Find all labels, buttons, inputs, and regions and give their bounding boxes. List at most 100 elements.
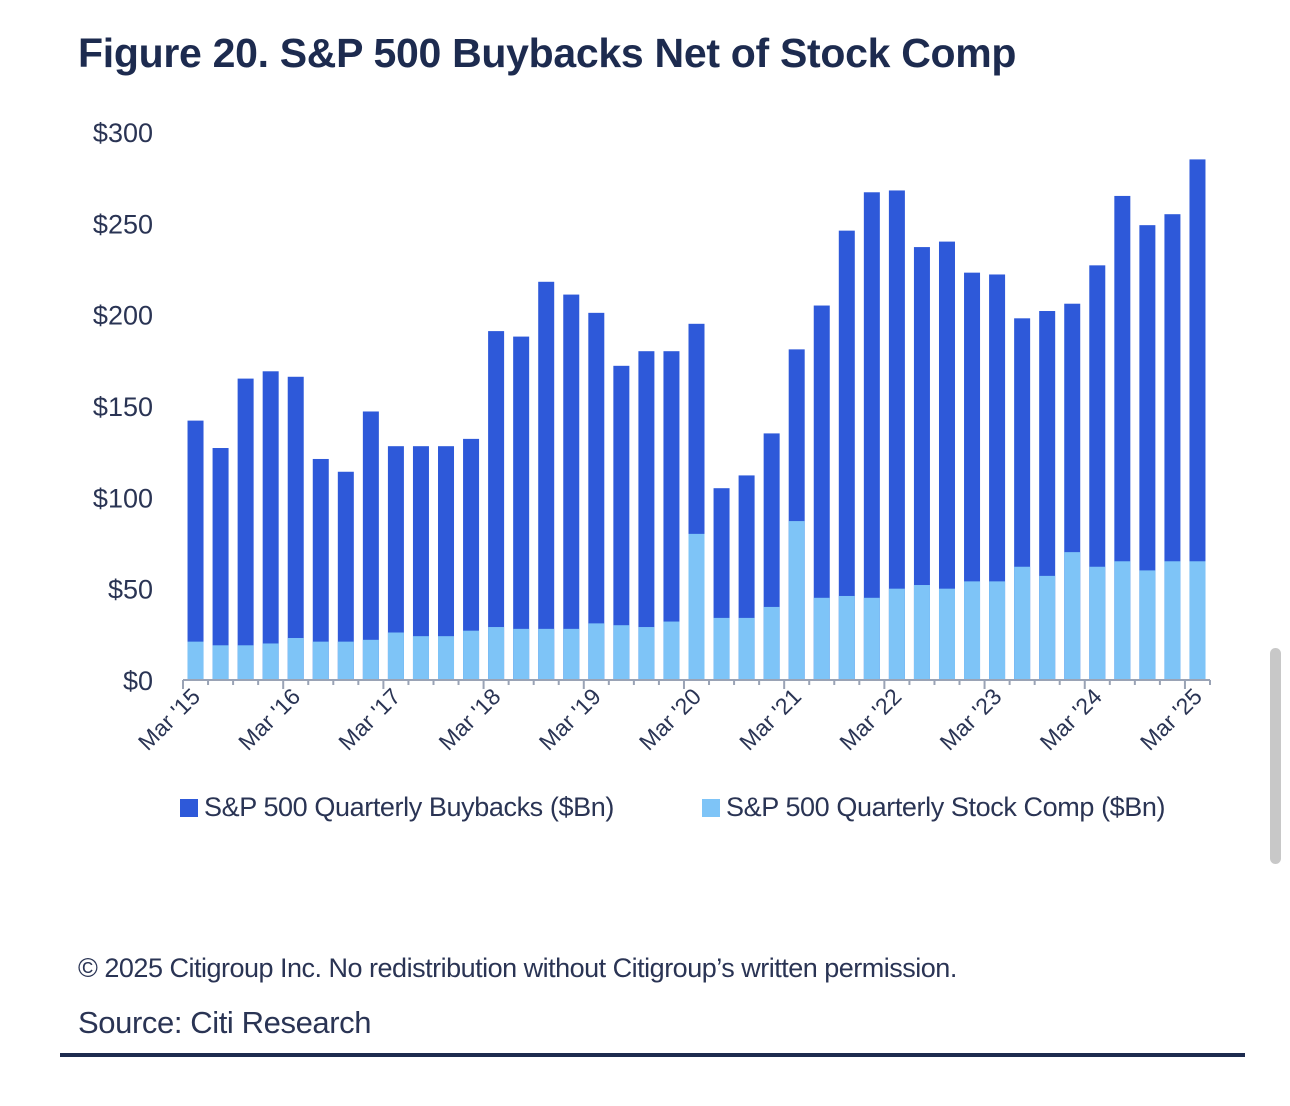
buybacks-bar	[538, 281, 555, 680]
stock-comp-bar	[538, 628, 555, 680]
y-tick-label: $200	[93, 301, 153, 331]
buybacks-bar	[938, 241, 955, 680]
stock-comp-bar	[1189, 561, 1206, 680]
buybacks-bar	[663, 351, 680, 680]
chart-title: Figure 20. S&P 500 Buybacks Net of Stock…	[78, 30, 1017, 76]
y-tick-label: $50	[108, 575, 153, 605]
bar-series	[187, 159, 1206, 680]
y-tick-label: $150	[93, 392, 153, 422]
legend-swatch-buybacks	[180, 798, 198, 817]
x-tick-label: Mar '17	[333, 683, 405, 755]
buybacks-bar	[463, 438, 480, 680]
stock-comp-bar	[788, 521, 805, 680]
stock-comp-bar	[1064, 552, 1081, 680]
buybacks-bar	[964, 272, 981, 680]
buybacks-bar	[613, 365, 630, 680]
x-axis: Mar '15 Mar '16 Mar '17 Mar '18 Mar '19 Mar '…	[133, 679, 1211, 755]
buybacks-bar	[187, 420, 204, 680]
footer-divider	[60, 1053, 1245, 1057]
y-tick-label: $0	[123, 666, 153, 696]
stock-comp-bar	[1114, 561, 1131, 680]
y-axis: $0 $50 $100 $150 $200 $250 $300	[93, 118, 153, 696]
y-tick-label: $250	[93, 209, 153, 239]
stock-comp-bar	[688, 533, 705, 680]
stock-comp-bar	[838, 595, 855, 680]
stock-comp-bar	[337, 641, 354, 680]
stock-comp-bar	[1014, 566, 1031, 680]
stock-comp-bar	[1139, 570, 1156, 680]
buybacks-bar	[412, 446, 429, 680]
stock-comp-bar	[1164, 561, 1181, 680]
stock-comp-bar	[237, 645, 254, 680]
copyright-notice: © 2025 Citigroup Inc. No redistribution …	[78, 953, 957, 983]
stock-comp-bar	[964, 581, 981, 680]
buybacks-bar	[989, 274, 1006, 680]
vertical-scrollbar[interactable]	[1270, 648, 1281, 864]
buybacks-bar	[638, 351, 655, 680]
buybacks-bar	[237, 378, 254, 680]
legend-swatch-stock-comp	[702, 798, 720, 817]
buybacks-bar	[588, 312, 605, 680]
stock-comp-bar	[187, 641, 204, 680]
x-tick-label: Mar '25	[1135, 683, 1207, 755]
stock-comp-bar	[488, 627, 505, 680]
buybacks-bar	[387, 446, 404, 680]
buybacks-bar	[913, 247, 930, 680]
buybacks-bar	[337, 471, 354, 680]
stock-comp-bar	[738, 617, 755, 680]
stock-comp-bar	[513, 628, 530, 680]
stock-comp-bar	[1039, 575, 1056, 680]
legend-label-buybacks: S&P 500 Quarterly Buybacks ($Bn)	[204, 792, 614, 822]
buybacks-bar	[438, 446, 455, 680]
stock-comp-bar	[638, 627, 655, 680]
bar-chart: $0$50$100$150$200$250$300 Mar '15 Mar '16…	[93, 118, 1211, 755]
stock-comp-bar	[463, 630, 480, 680]
stock-comp-bar	[713, 617, 730, 680]
buybacks-bar	[513, 336, 530, 680]
stock-comp-bar	[913, 585, 930, 680]
stock-comp-bar	[362, 639, 379, 680]
legend-label-stock-comp: S&P 500 Quarterly Stock Comp ($Bn)	[726, 792, 1166, 822]
buybacks-bar	[813, 305, 830, 680]
stock-comp-bar	[813, 597, 830, 680]
stock-comp-bar	[863, 597, 880, 680]
y-tick-label: $300	[93, 118, 153, 148]
x-tick-label: Mar '16	[233, 683, 305, 755]
buybacks-bar	[1189, 159, 1206, 680]
buybacks-bar	[212, 448, 229, 680]
buybacks-bar	[362, 411, 379, 680]
x-tick-label: Mar '24	[1035, 683, 1107, 755]
stock-comp-bar	[312, 641, 329, 680]
buybacks-bar	[1114, 195, 1131, 680]
stock-comp-bar	[412, 636, 429, 680]
x-tick-label: Mar '19	[534, 683, 606, 755]
stock-comp-bar	[387, 632, 404, 680]
buybacks-bar	[287, 376, 304, 680]
stock-comp-bar	[663, 621, 680, 680]
stock-comp-bar	[1089, 566, 1106, 680]
stock-comp-bar	[938, 588, 955, 680]
source-note: Source: Citi Research	[78, 1005, 372, 1040]
stock-comp-bar	[989, 581, 1006, 680]
x-tick-label: Mar '18	[434, 683, 506, 755]
stock-comp-bar	[588, 623, 605, 680]
buybacks-bar	[863, 192, 880, 680]
buybacks-bar	[488, 331, 505, 680]
buybacks-bar	[838, 230, 855, 680]
stock-comp-bar	[888, 588, 905, 680]
buybacks-bar	[262, 371, 279, 680]
buybacks-bar	[888, 190, 905, 680]
stock-comp-bar	[287, 637, 304, 680]
legend-item-buybacks: S&P 500 Quarterly Buybacks ($Bn)	[180, 792, 614, 823]
x-tick-label: Mar '23	[935, 683, 1007, 755]
stock-comp-bar	[763, 606, 780, 680]
buybacks-bar	[312, 458, 329, 680]
x-tick-label: Mar '22	[834, 683, 906, 755]
buybacks-bar	[563, 294, 580, 680]
legend-item-stock-comp: S&P 500 Quarterly Stock Comp ($Bn)	[702, 792, 1166, 823]
y-tick-label: $100	[93, 483, 153, 513]
x-tick-label: Mar '21	[734, 683, 806, 755]
buybacks-bar	[1139, 225, 1156, 680]
stock-comp-bar	[262, 643, 279, 680]
stock-comp-bar	[212, 645, 229, 680]
